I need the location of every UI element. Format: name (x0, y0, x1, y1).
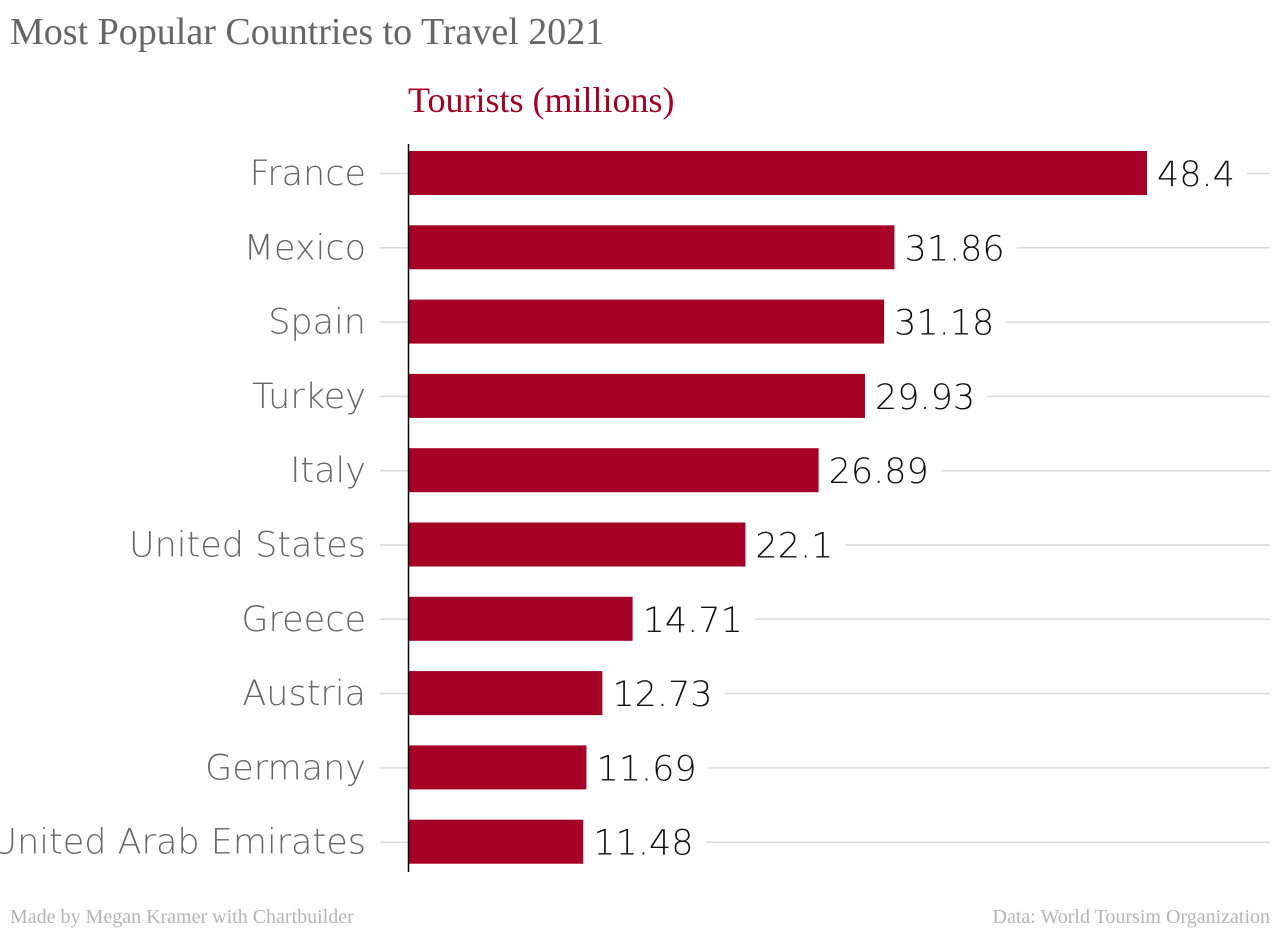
bar (408, 671, 603, 716)
category-label: United States (129, 526, 366, 566)
bars (408, 151, 1147, 864)
category-label: Greece (241, 600, 366, 640)
chart-title: Most Popular Countries to Travel 2021 (10, 11, 605, 53)
category-label: Turkey (252, 377, 366, 417)
bar (408, 299, 885, 344)
bar (408, 522, 746, 567)
value-label: 22.1 (755, 527, 833, 567)
category-label: Spain (268, 303, 366, 343)
value-label: 31.18 (894, 304, 994, 344)
bar (408, 448, 819, 493)
category-label: Germany (205, 748, 366, 788)
bar (408, 373, 865, 418)
bar (408, 596, 633, 641)
category-label: France (250, 154, 366, 194)
value-label: 48.4 (1157, 155, 1235, 195)
footer-credit: Made by Megan Kramer with Chartbuilder (10, 906, 354, 928)
category-label: United Arab Emirates (0, 823, 366, 863)
value-label: 11.48 (593, 824, 693, 864)
category-label: Italy (290, 451, 366, 491)
category-label: Austria (242, 674, 366, 714)
value-label: 29.93 (875, 378, 975, 418)
value-label: 14.71 (643, 601, 743, 641)
value-label: 11.69 (596, 749, 696, 789)
bar (408, 151, 1147, 195)
bar (408, 745, 587, 790)
category-labels: France Mexico Spain Turkey Italy United State… (0, 154, 366, 863)
value-label: 31.86 (904, 229, 1004, 269)
bar (408, 225, 895, 270)
footer-source: Data: World Toursim Organization (992, 906, 1271, 928)
value-label: 26.89 (829, 452, 929, 492)
value-labels: 48.4 31.86 31.18 29.93 26.89 22.1 14.71 12.73 11… (593, 155, 1235, 864)
gridlines (380, 172, 1270, 843)
series-label: Tourists (millions) (408, 80, 674, 120)
value-label: 12.73 (612, 675, 712, 715)
bar (408, 819, 584, 864)
category-label: Mexico (244, 228, 366, 268)
